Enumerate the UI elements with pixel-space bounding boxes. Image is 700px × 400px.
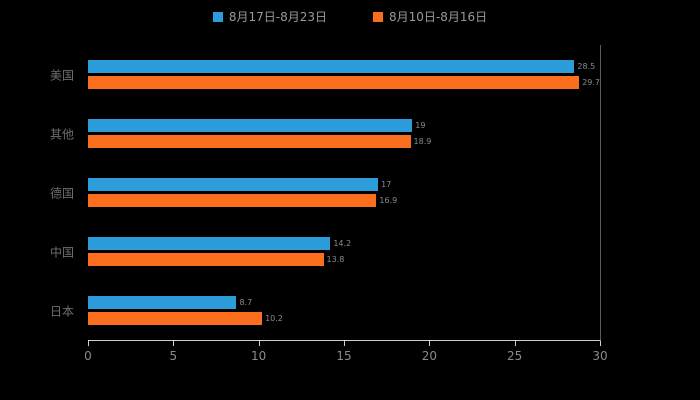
- tick-label: 20: [421, 349, 437, 363]
- category-label: 日本: [49, 304, 74, 318]
- value-label: 19: [415, 121, 426, 130]
- chart-row: 日本 8.7 10.2: [50, 281, 600, 340]
- bar-group: 29.7: [88, 76, 600, 89]
- bar-series1[interactable]: [88, 119, 413, 132]
- bar-group: 19: [88, 119, 600, 132]
- bar-series2[interactable]: [88, 312, 263, 325]
- legend-swatch-blue-icon: [212, 11, 223, 22]
- bar-series2[interactable]: [88, 253, 324, 266]
- value-label: 17: [381, 180, 392, 189]
- tick-label: 10: [251, 349, 267, 363]
- legend-item-week2[interactable]: 8月17日-8月23日: [212, 8, 327, 25]
- tick-mark: [429, 341, 431, 346]
- category-label: 中国: [49, 245, 74, 259]
- tick-label: 30: [592, 349, 608, 363]
- tick-mark: [514, 341, 516, 346]
- bar-series1[interactable]: [88, 60, 575, 73]
- bar-group: 16.9: [88, 194, 600, 207]
- category-label: 德国: [49, 186, 74, 200]
- bar-series2[interactable]: [88, 76, 580, 89]
- bar-group: 14.2: [88, 237, 600, 250]
- bar-series1[interactable]: [88, 237, 331, 250]
- legend-label-week2: 8月17日-8月23日: [228, 10, 327, 24]
- plot-area: 美国 28.5 29.7 其他 19 18.9 德国 17 16.9 中国 14.2 13.8 日本 8.…: [50, 45, 601, 341]
- bar-series1[interactable]: [88, 178, 379, 191]
- legend-swatch-orange-icon: [373, 11, 383, 22]
- value-label: 8.7: [239, 298, 253, 307]
- legend-label-week1: 8月10日-8月16日: [389, 10, 488, 24]
- value-label: 10.2: [265, 314, 283, 323]
- x-axis: 0 5 10 15 20 25 30: [84, 341, 608, 371]
- bar-group: 8.7: [88, 296, 600, 309]
- bar-series1[interactable]: [88, 296, 237, 309]
- chart-row: 德国 17 16.9: [50, 163, 600, 222]
- bar-group: 28.5: [88, 60, 600, 73]
- value-label: 13.8: [326, 255, 345, 264]
- tick-label: 0: [84, 349, 92, 363]
- legend: 8月17日-8月23日 8月10日-8月16日: [0, 8, 700, 25]
- tick-mark: [344, 341, 345, 346]
- tick-label: 25: [507, 349, 523, 363]
- value-label: 29.7: [582, 78, 600, 87]
- value-label: 18.9: [413, 137, 432, 146]
- value-label: 16.9: [379, 196, 398, 205]
- tick-mark: [600, 341, 601, 346]
- value-label: 14.2: [333, 239, 352, 248]
- category-label: 其他: [49, 127, 74, 141]
- chart-row: 中国 14.2 13.8: [50, 222, 600, 281]
- bar-group: 18.9: [88, 135, 600, 148]
- tick-mark: [258, 341, 260, 346]
- bar-series2[interactable]: [88, 194, 377, 207]
- chart-row: 美国 28.5 29.7: [50, 45, 600, 104]
- legend-item-week1[interactable]: 8月10日-8月16日: [373, 8, 487, 25]
- bar-series2[interactable]: [88, 135, 411, 148]
- category-label: 美国: [49, 68, 74, 82]
- bar-group: 13.8: [88, 253, 600, 266]
- tick-label: 15: [336, 349, 352, 363]
- bar-group: 17: [88, 178, 600, 191]
- tick-mark: [173, 341, 175, 346]
- tick-label: 5: [169, 349, 178, 363]
- value-label: 28.5: [577, 62, 596, 71]
- bar-group: 10.2: [88, 312, 600, 325]
- tick-mark: [88, 341, 89, 346]
- chart-row: 其他 19 18.9: [50, 104, 600, 163]
